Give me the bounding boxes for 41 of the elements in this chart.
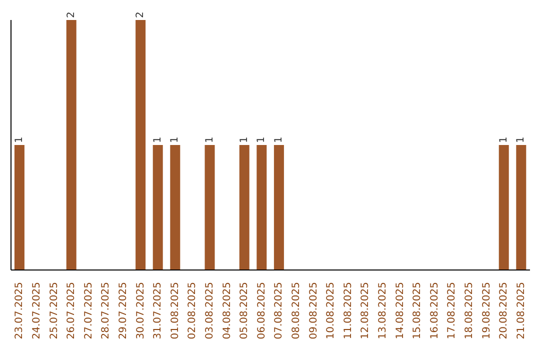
x-tick-label: 28.07.2025 bbox=[100, 282, 112, 340]
x-tick-label: 14.08.2025 bbox=[394, 282, 406, 340]
x-tick-label: 10.08.2025 bbox=[326, 282, 337, 340]
x-tick-label: 12.08.2025 bbox=[360, 282, 372, 340]
x-tick-label: 05.08.2025 bbox=[239, 282, 250, 340]
x-tick-label: 09.08.2025 bbox=[308, 282, 320, 340]
x-tick-label: 29.07.2025 bbox=[118, 282, 129, 340]
x-tick-label: 04.08.2025 bbox=[222, 282, 233, 340]
data-label: 1 bbox=[498, 136, 510, 143]
data-label: 1 bbox=[273, 136, 284, 143]
x-tick-label: 26.07.2025 bbox=[66, 282, 78, 340]
x-tick-label: 21.08.2025 bbox=[516, 282, 527, 340]
data-label: 1 bbox=[14, 136, 25, 143]
x-tick-label: 31.07.2025 bbox=[152, 282, 164, 340]
data-label: 1 bbox=[516, 136, 527, 143]
x-tick-label: 07.08.2025 bbox=[274, 282, 285, 340]
x-tick-label: 19.08.2025 bbox=[481, 282, 492, 340]
x-tick-label: 27.07.2025 bbox=[83, 282, 94, 340]
data-label: 2 bbox=[66, 12, 77, 18]
x-tick-label: 08.08.2025 bbox=[290, 282, 302, 340]
x-tick-label: 15.08.2025 bbox=[412, 282, 424, 340]
x-tick-label: 20.08.2025 bbox=[498, 282, 510, 340]
data-label: 1 bbox=[152, 136, 164, 143]
x-tick-label: 11.08.2025 bbox=[342, 282, 354, 340]
x-tick-label: 01.08.2025 bbox=[170, 282, 181, 340]
data-label: 1 bbox=[238, 136, 250, 143]
x-tick-label: 18.08.2025 bbox=[464, 282, 475, 340]
x-tick-label: 23.07.2025 bbox=[14, 282, 26, 340]
x-tick-label: 03.08.2025 bbox=[204, 282, 216, 340]
x-tick-label: 02.08.2025 bbox=[187, 282, 198, 340]
data-label: 1 bbox=[256, 136, 268, 143]
x-tick-label: 17.08.2025 bbox=[446, 282, 458, 340]
data-label: 1 bbox=[204, 136, 216, 143]
x-tick-label: 16.08.2025 bbox=[429, 282, 440, 340]
x-tick-label: 30.07.2025 bbox=[135, 282, 146, 340]
data-label: 1 bbox=[170, 136, 181, 143]
x-tick-label: 06.08.2025 bbox=[256, 282, 268, 340]
x-tick-label: 13.08.2025 bbox=[377, 282, 388, 340]
x-tick-label: 25.07.2025 bbox=[48, 282, 60, 340]
data-label: 2 bbox=[135, 12, 146, 18]
x-tick-label: 24.07.2025 bbox=[31, 282, 42, 340]
